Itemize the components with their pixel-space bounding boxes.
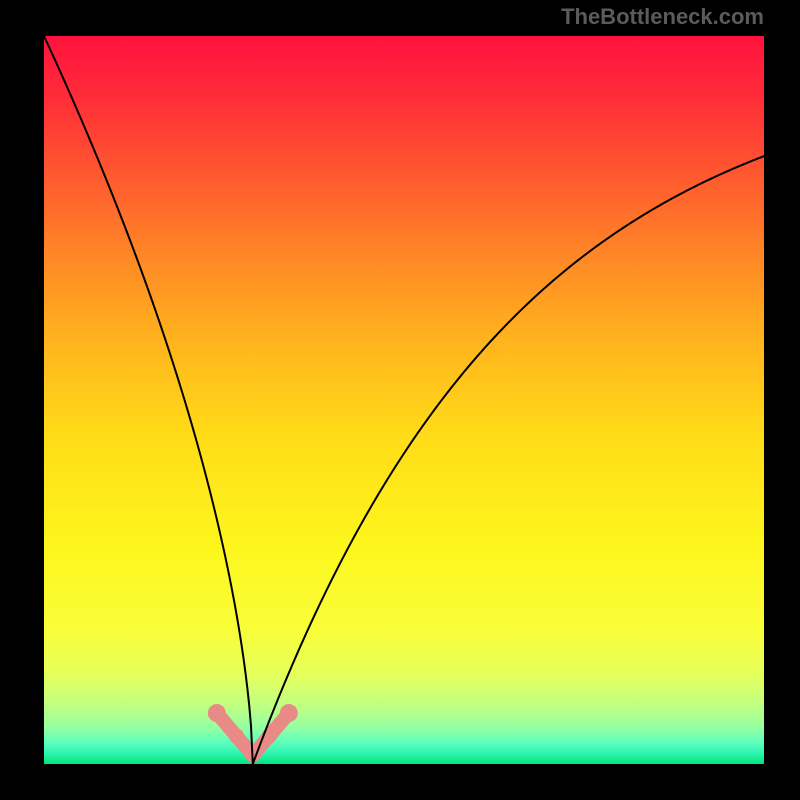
watermark-text: TheBottleneck.com [561,4,764,30]
minimum-dot [280,704,298,722]
minimum-dot [208,704,226,722]
minimum-dot [229,729,244,744]
curve-overlay [0,0,800,800]
figure-container: { "canvas": { "width": 800, "height": 80… [0,0,800,800]
bottleneck-curve [44,36,764,764]
